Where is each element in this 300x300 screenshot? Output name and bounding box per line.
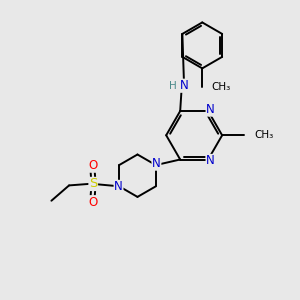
Text: H: H	[169, 81, 177, 91]
Text: N: N	[206, 154, 215, 167]
Text: O: O	[88, 196, 97, 209]
Text: CH₃: CH₃	[254, 130, 274, 140]
Text: N: N	[152, 157, 161, 170]
Text: N: N	[206, 103, 215, 116]
Text: CH₃: CH₃	[211, 82, 230, 92]
Text: N: N	[114, 180, 123, 194]
Text: N: N	[180, 79, 188, 92]
Text: S: S	[89, 177, 98, 190]
Text: O: O	[88, 159, 97, 172]
